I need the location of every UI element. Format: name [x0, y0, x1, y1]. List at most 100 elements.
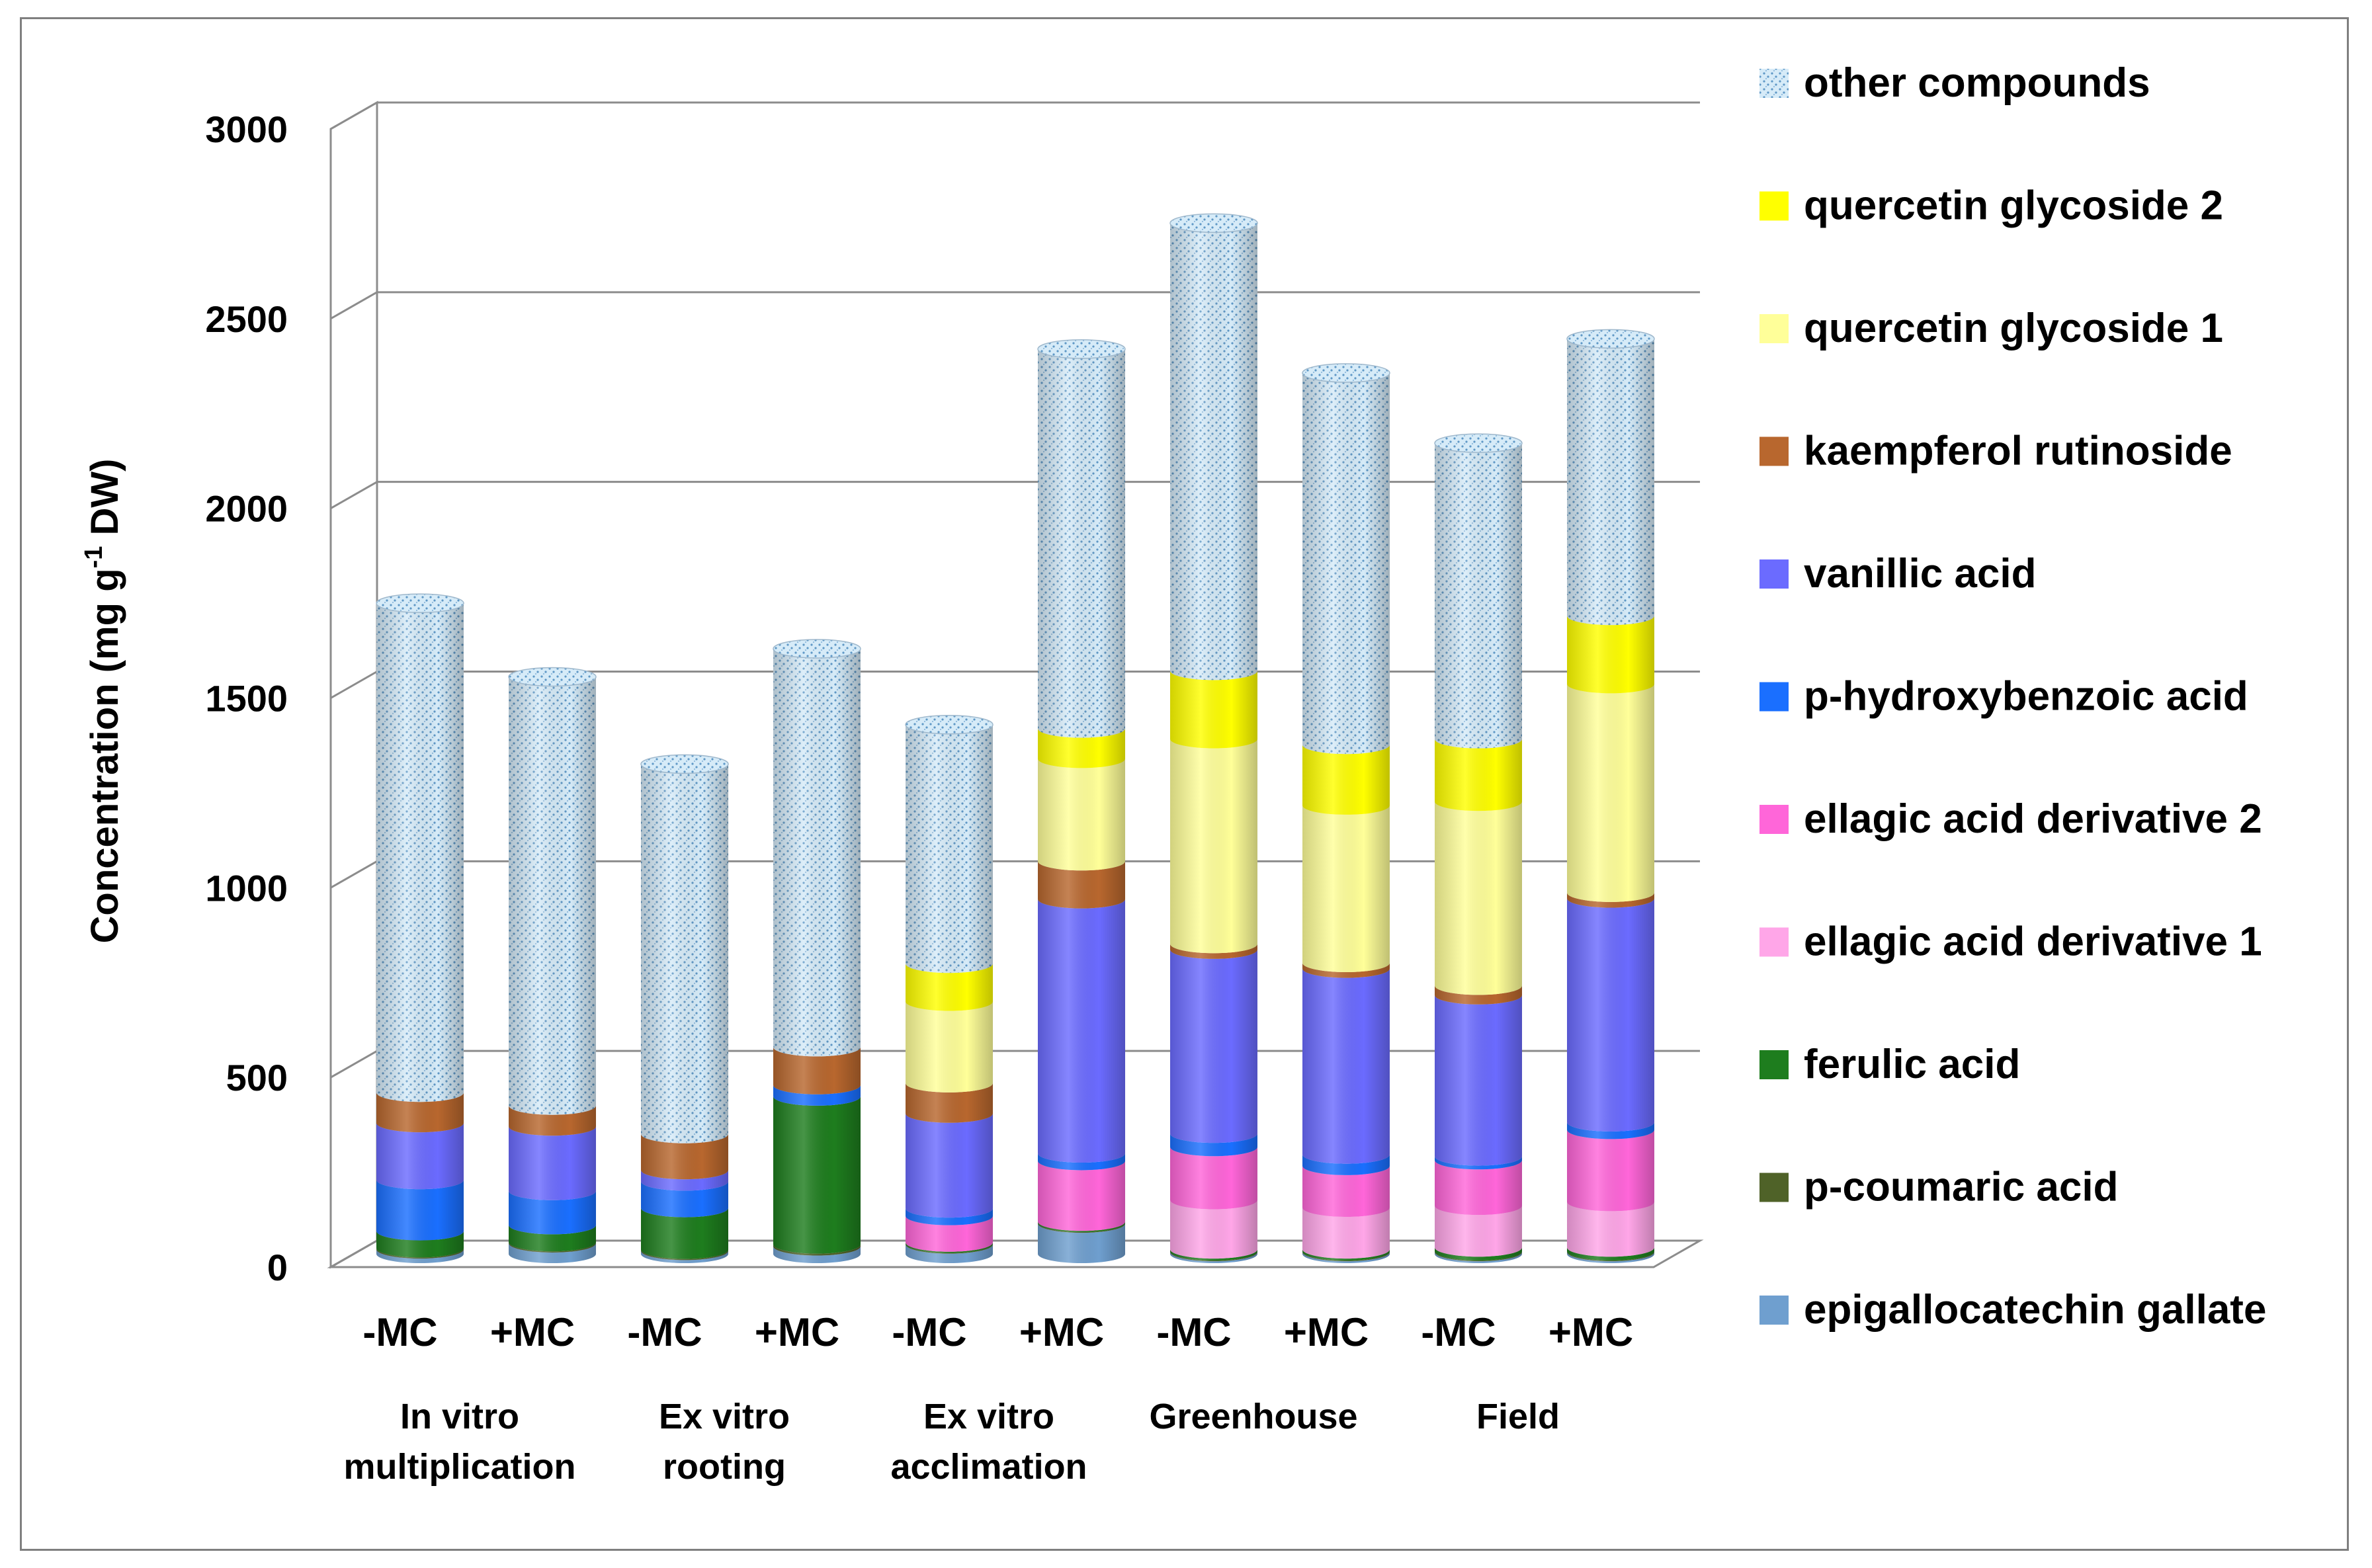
legend-item: p-hydroxybenzoic acid	[1759, 674, 2248, 720]
legend-item: quercetin glycoside 2	[1759, 183, 2223, 229]
bar-cap	[773, 639, 861, 659]
legend-label: ellagic acid derivative 1	[1804, 919, 2262, 965]
bar-4	[773, 639, 861, 1263]
legend-label: p-hydroxybenzoic acid	[1804, 674, 2248, 720]
bars-layer	[376, 213, 1655, 1264]
gridline-depth	[330, 860, 378, 889]
legend-item: vanillic acid	[1759, 551, 2037, 597]
legend-label: epigallocatechin gallate	[1804, 1287, 2266, 1333]
y-tick-label: 0	[267, 1247, 288, 1288]
y-tick-label: 2500	[205, 298, 288, 340]
gridline-depth	[330, 291, 378, 320]
gridline-depth	[330, 671, 378, 699]
group-label: multiplication	[344, 1447, 576, 1487]
legend-label: ellagic acid derivative 2	[1804, 796, 2262, 842]
legend-swatch	[1759, 805, 1789, 834]
legend-label: vanillic acid	[1804, 551, 2037, 597]
group-label: Field	[1476, 1397, 1560, 1436]
gridline-depth	[330, 1050, 378, 1079]
group-label: In vitro	[400, 1397, 519, 1436]
group-label: Greenhouse	[1149, 1397, 1357, 1436]
gridline-depth	[330, 101, 378, 130]
gridline-depth	[330, 481, 378, 509]
legend-label: kaempferol rutinoside	[1804, 429, 2232, 474]
bar-cap	[905, 714, 994, 735]
x-category-label: +MC	[490, 1310, 575, 1354]
legend-item: ellagic acid derivative 1	[1759, 919, 2262, 965]
legend: other compounds quercetin glycoside 2 quer…	[1759, 60, 2266, 1333]
legend-swatch	[1759, 436, 1789, 466]
legend-swatch	[1759, 682, 1789, 712]
legend-swatch	[1759, 1296, 1789, 1325]
legend-swatch	[1759, 314, 1789, 343]
bar-cap	[1566, 329, 1655, 349]
legend-item: ferulic acid	[1759, 1042, 2020, 1087]
legend-item: ellagic acid derivative 2	[1759, 796, 2262, 842]
bar-cap	[1434, 433, 1523, 453]
legend-label: other compounds	[1804, 60, 2150, 106]
bar-shading	[1302, 372, 1390, 1263]
bar-shading	[906, 724, 993, 1263]
legend-label: quercetin glycoside 1	[1804, 306, 2223, 351]
y-axis-title: Concentration (mg g-1 DW)	[80, 459, 126, 944]
y-tick-label: 3000	[205, 108, 288, 150]
bar-shading	[1435, 443, 1522, 1263]
bar-shading	[1170, 223, 1257, 1263]
bar-cap	[1169, 213, 1258, 233]
bar-9	[1434, 433, 1523, 1263]
bar-shading	[641, 764, 728, 1263]
bar-shading	[1038, 349, 1125, 1264]
gridline-depth	[330, 1239, 378, 1268]
legend-item: kaempferol rutinoside	[1759, 429, 2232, 474]
legend-item: epigallocatechin gallate	[1759, 1287, 2266, 1333]
group-label: acclimation	[890, 1447, 1087, 1487]
x-category-label: -MC	[1156, 1310, 1231, 1354]
chart-frame	[20, 17, 2349, 1551]
y-tick-label: 2000	[205, 488, 288, 530]
x-category-label: -MC	[892, 1310, 966, 1354]
bar-cap	[508, 667, 597, 687]
bar-3	[640, 754, 729, 1263]
legend-item: p-coumaric acid	[1759, 1165, 2118, 1210]
bar-shading	[509, 677, 596, 1263]
x-category-label: +MC	[1548, 1310, 1633, 1354]
bar-shading	[1567, 339, 1654, 1264]
legend-label: ferulic acid	[1804, 1042, 2020, 1087]
bar-5	[905, 714, 994, 1263]
bar-7	[1169, 213, 1258, 1263]
legend-swatch	[1759, 69, 1789, 98]
y-axis-tick-labels: 0 500 1000 1500 2000 2500 3000	[205, 108, 288, 1288]
legend-swatch	[1759, 927, 1789, 957]
x-category-label: -MC	[362, 1310, 437, 1354]
x-axis-group-labels: In vitro multiplication Ex vitro rooting Ex …	[344, 1397, 1560, 1487]
bar-cap	[640, 754, 729, 774]
legend-item: quercetin glycoside 1	[1759, 306, 2223, 351]
x-category-label: -MC	[1421, 1310, 1496, 1354]
y-tick-label: 1000	[205, 867, 288, 909]
bar-6	[1037, 339, 1126, 1264]
legend-label: p-coumaric acid	[1804, 1165, 2118, 1210]
legend-swatch	[1759, 1050, 1789, 1079]
bar-shading	[376, 603, 464, 1263]
bar-shading	[773, 649, 861, 1263]
x-category-label: +MC	[755, 1310, 839, 1354]
legend-item: other compounds	[1759, 60, 2150, 106]
legend-label: quercetin glycoside 2	[1804, 183, 2223, 229]
x-category-label: +MC	[1019, 1310, 1104, 1354]
legend-swatch	[1759, 559, 1789, 589]
bar-10	[1566, 329, 1655, 1264]
bar-cap	[376, 593, 464, 613]
bar-2	[508, 667, 597, 1263]
group-label: Ex vitro	[923, 1397, 1054, 1436]
x-category-label: -MC	[627, 1310, 702, 1354]
y-tick-label: 1500	[205, 678, 288, 720]
x-axis-category-labels: -MC +MC -MC +MC -MC +MC -MC +MC -MC +MC	[362, 1310, 1633, 1354]
bar-cap	[1037, 339, 1126, 359]
bar-1	[376, 593, 464, 1263]
group-label: Ex vitro	[659, 1397, 790, 1436]
legend-swatch	[1759, 1173, 1789, 1202]
x-category-label: +MC	[1284, 1310, 1369, 1354]
y-tick-label: 500	[226, 1057, 288, 1098]
bar-8	[1302, 363, 1390, 1263]
